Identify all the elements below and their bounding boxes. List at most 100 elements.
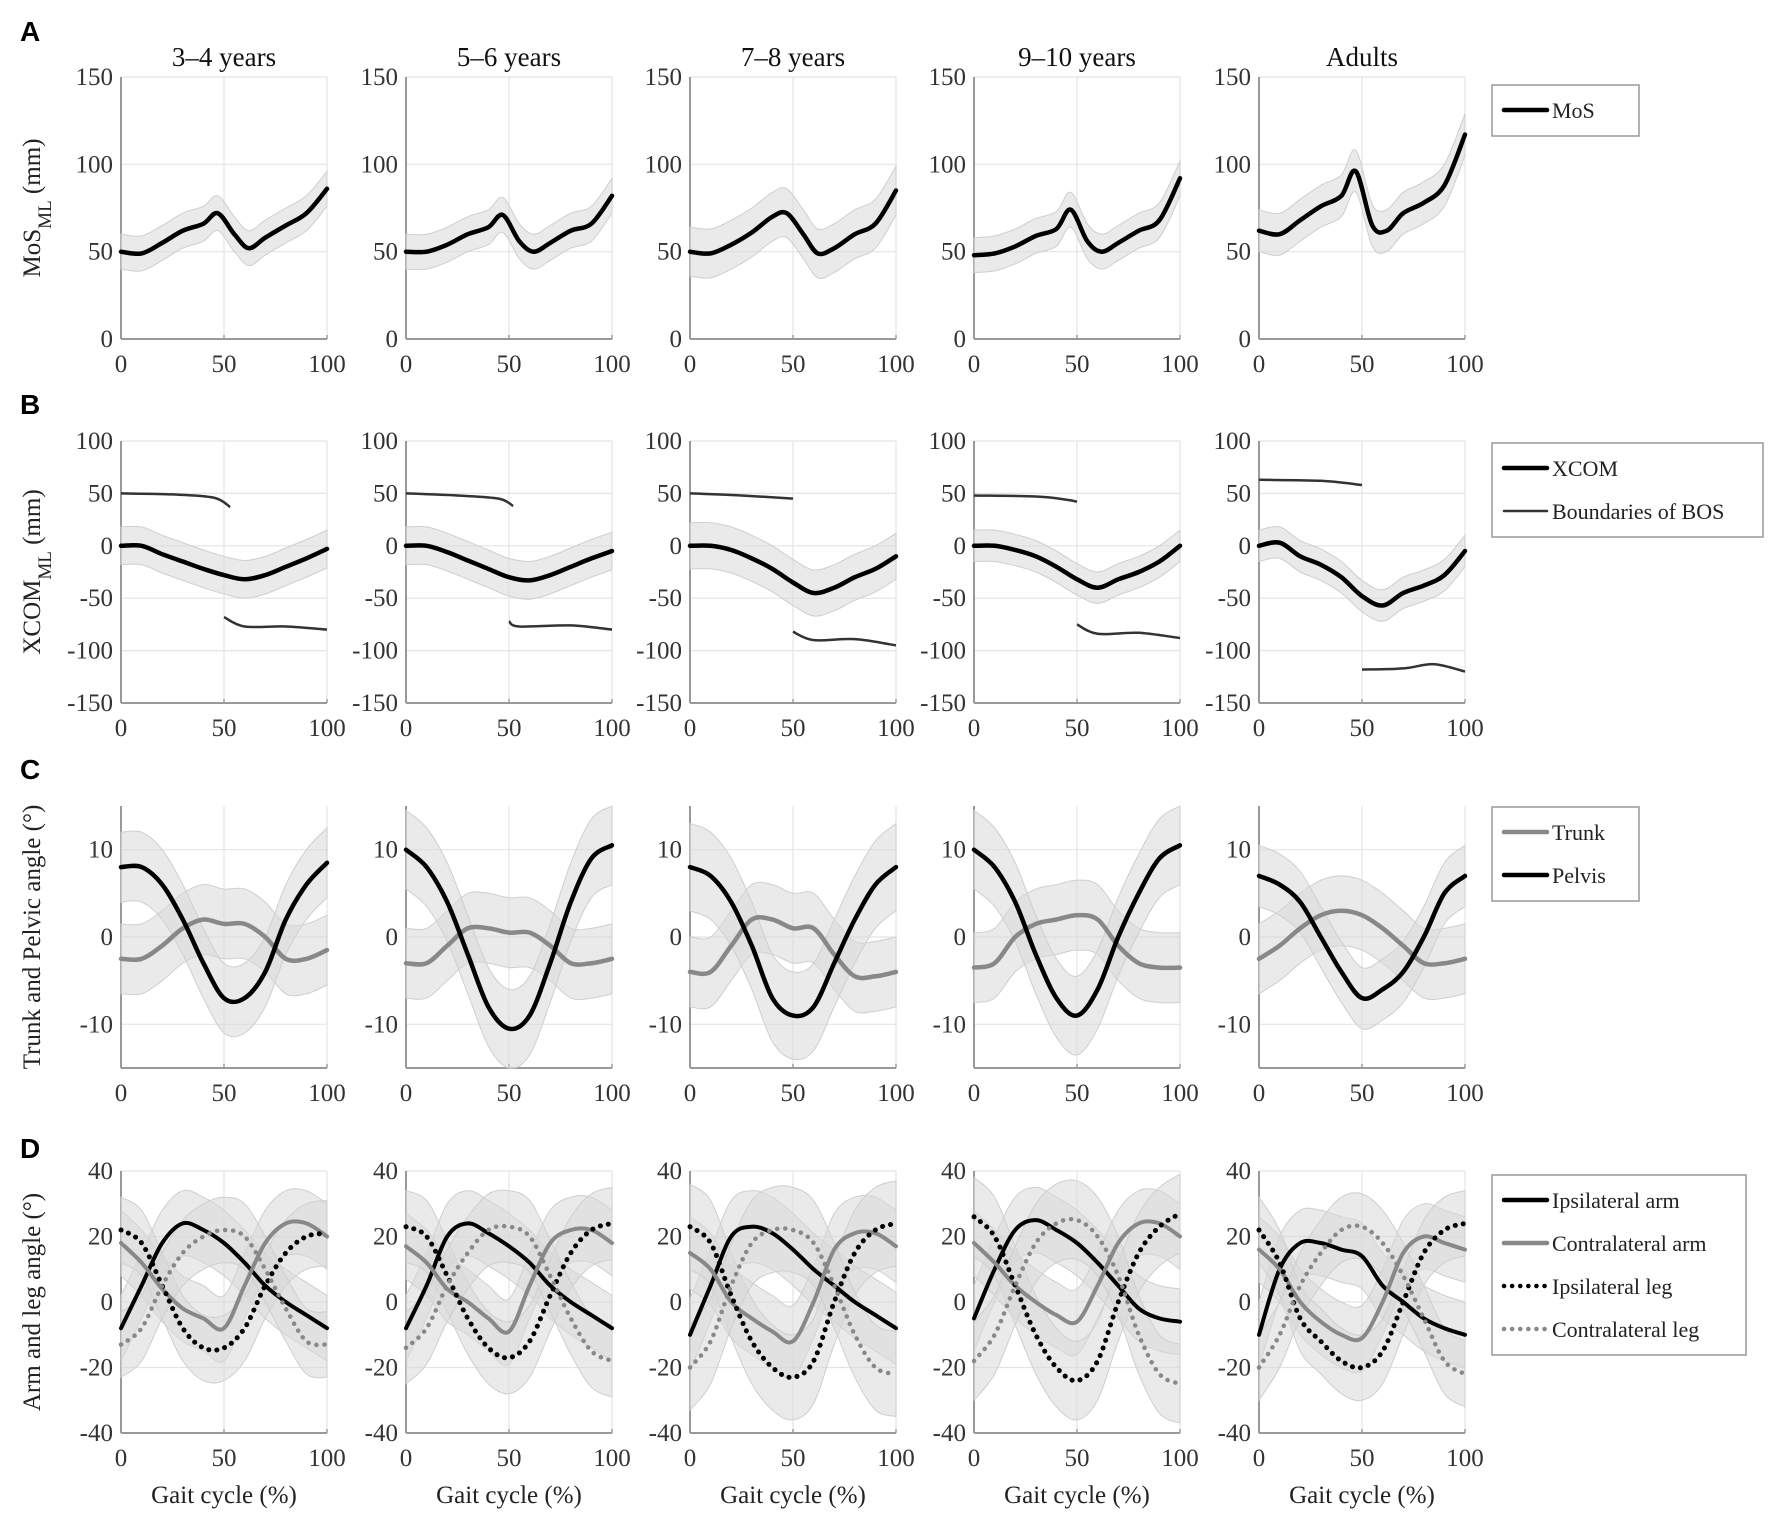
- x-tick-label: 100: [593, 1445, 631, 1472]
- legend-label: Pelvis: [1552, 863, 1606, 888]
- y-axis-label-subscript: ML: [35, 551, 56, 580]
- legend-D: Ipsilateral arm Contralateral arm Ipsilate…: [1491, 1174, 1747, 1356]
- y-axis-label-base: Trunk and Pelvic angle (°): [19, 805, 46, 1070]
- y-tick-label: -20: [365, 1355, 398, 1382]
- x-tick-label: 50: [781, 1080, 806, 1107]
- y-tick-label: 150: [1214, 64, 1252, 91]
- x-tick-label: 50: [497, 715, 522, 742]
- y-tick-label: 100: [1214, 428, 1252, 455]
- y-tick-label: 0: [101, 1289, 114, 1316]
- x-tick-label: 100: [1161, 351, 1199, 378]
- y-tick-label: -40: [80, 1420, 113, 1447]
- legend-box: [1491, 806, 1640, 902]
- column-title: 9–10 years: [1018, 42, 1136, 72]
- x-tick-label: 100: [308, 1080, 346, 1107]
- bos-boundary-line: [1361, 662, 1466, 673]
- series-line-mos: [687, 188, 899, 257]
- x-tick-label: 100: [1446, 351, 1484, 378]
- series-line-trunk: [1256, 908, 1468, 967]
- y-tick-label: 50: [373, 239, 398, 266]
- y-tick-label: -20: [649, 1355, 682, 1382]
- x-tick-label: 0: [1253, 715, 1266, 742]
- series-line-xcom: [403, 543, 615, 583]
- y-tick-label: 50: [941, 239, 966, 266]
- column-title: Adults: [1326, 42, 1398, 72]
- x-tick-label: 100: [593, 351, 631, 378]
- legend-box: [1491, 1174, 1747, 1356]
- sd-band-ipsilateral-leg: [405, 1186, 613, 1395]
- y-tick-label: 0: [1239, 326, 1252, 353]
- y-tick-label: 10: [1226, 837, 1251, 864]
- subplot-B-5: -150 -100 -50 0 50 100 0 50 100: [1205, 428, 1484, 742]
- y-tick-label: 150: [645, 64, 683, 91]
- y-tick-label: -150: [67, 690, 113, 717]
- y-tick-label: -100: [636, 638, 682, 665]
- y-axis-label: MoSML (mm): [19, 139, 56, 278]
- series-line-xcom: [118, 542, 330, 582]
- y-tick-label: 40: [88, 1158, 113, 1185]
- y-tick-label: 20: [1226, 1224, 1251, 1251]
- x-tick-label: 100: [308, 715, 346, 742]
- series-line-pelvis: [118, 860, 330, 1005]
- x-tick-label: 100: [1161, 1080, 1199, 1107]
- sd-band-ipsilateral-leg: [689, 1180, 897, 1421]
- y-tick-label: 40: [941, 1158, 966, 1185]
- y-tick-label: 100: [361, 151, 399, 178]
- y-tick-label: -150: [1205, 690, 1251, 717]
- y-tick-label: -40: [933, 1420, 966, 1447]
- x-tick-label: 100: [1446, 1080, 1484, 1107]
- x-tick-label: 100: [877, 1080, 915, 1107]
- y-tick-label: -150: [352, 690, 398, 717]
- y-tick-label: 40: [657, 1158, 682, 1185]
- sd-band-pelvis: [689, 822, 897, 1061]
- y-tick-label: 100: [361, 428, 399, 455]
- sd-band-contralateral-leg: [973, 1179, 1181, 1425]
- x-tick-label: 50: [212, 715, 237, 742]
- legend-label: Ipsilateral arm: [1552, 1188, 1680, 1213]
- y-axis-label: Trunk and Pelvic angle (°): [19, 805, 46, 1070]
- sd-band-xcom: [405, 525, 613, 600]
- series-line-mos: [118, 186, 330, 257]
- bos-boundary-line: [1258, 478, 1363, 487]
- y-tick-label: -20: [933, 1355, 966, 1382]
- y-tick-label: 0: [386, 533, 399, 560]
- x-axis-label: Gait cycle (%): [1289, 1482, 1435, 1509]
- subplot-B-1: -150 -100 -50 0 50 100 0 50 100: [67, 428, 346, 742]
- subplot-A-2: 0 50 100 150 0 50 100: [361, 64, 631, 378]
- y-tick-label: 100: [76, 151, 114, 178]
- y-tick-label: -100: [67, 638, 113, 665]
- sd-band-xcom: [689, 521, 897, 617]
- series-line-xcom: [971, 543, 1183, 590]
- x-tick-label: 50: [497, 1445, 522, 1472]
- x-tick-label: 50: [1065, 1080, 1090, 1107]
- y-tick-label: 50: [941, 480, 966, 507]
- sd-band-pelvis: [1258, 844, 1466, 1030]
- y-tick-label: 10: [373, 837, 398, 864]
- legend-label: Contralateral arm: [1552, 1231, 1707, 1256]
- series-line-mos: [403, 193, 615, 255]
- series-line-ipsilateral-leg: [687, 1220, 899, 1380]
- subplot-D-3: -40 -20 0 20 40 0 50 100: [649, 1158, 915, 1472]
- y-tick-label: -40: [1218, 1420, 1251, 1447]
- series-line-trunk: [971, 912, 1183, 971]
- y-tick-label: 10: [88, 837, 113, 864]
- x-tick-label: 0: [968, 351, 981, 378]
- series-line-pelvis: [687, 864, 899, 1019]
- y-tick-label: 20: [657, 1224, 682, 1251]
- x-tick-label: 100: [877, 1445, 915, 1472]
- x-tick-label: 0: [968, 715, 981, 742]
- x-tick-label: 50: [212, 351, 237, 378]
- y-tick-label: 50: [1226, 480, 1251, 507]
- bos-boundary-line: [508, 620, 613, 631]
- y-tick-label: 150: [76, 64, 114, 91]
- legend-B: XCOM Boundaries of BOS: [1491, 442, 1764, 538]
- y-tick-label: 150: [361, 64, 399, 91]
- legend-A: MoS: [1491, 84, 1640, 137]
- series-line-ipsilateral-leg: [118, 1227, 330, 1353]
- series-line-trunk: [118, 917, 330, 964]
- y-tick-label: 0: [954, 924, 967, 951]
- bos-boundary-line: [1076, 623, 1181, 640]
- x-tick-label: 100: [877, 715, 915, 742]
- y-tick-label: 0: [1239, 924, 1252, 951]
